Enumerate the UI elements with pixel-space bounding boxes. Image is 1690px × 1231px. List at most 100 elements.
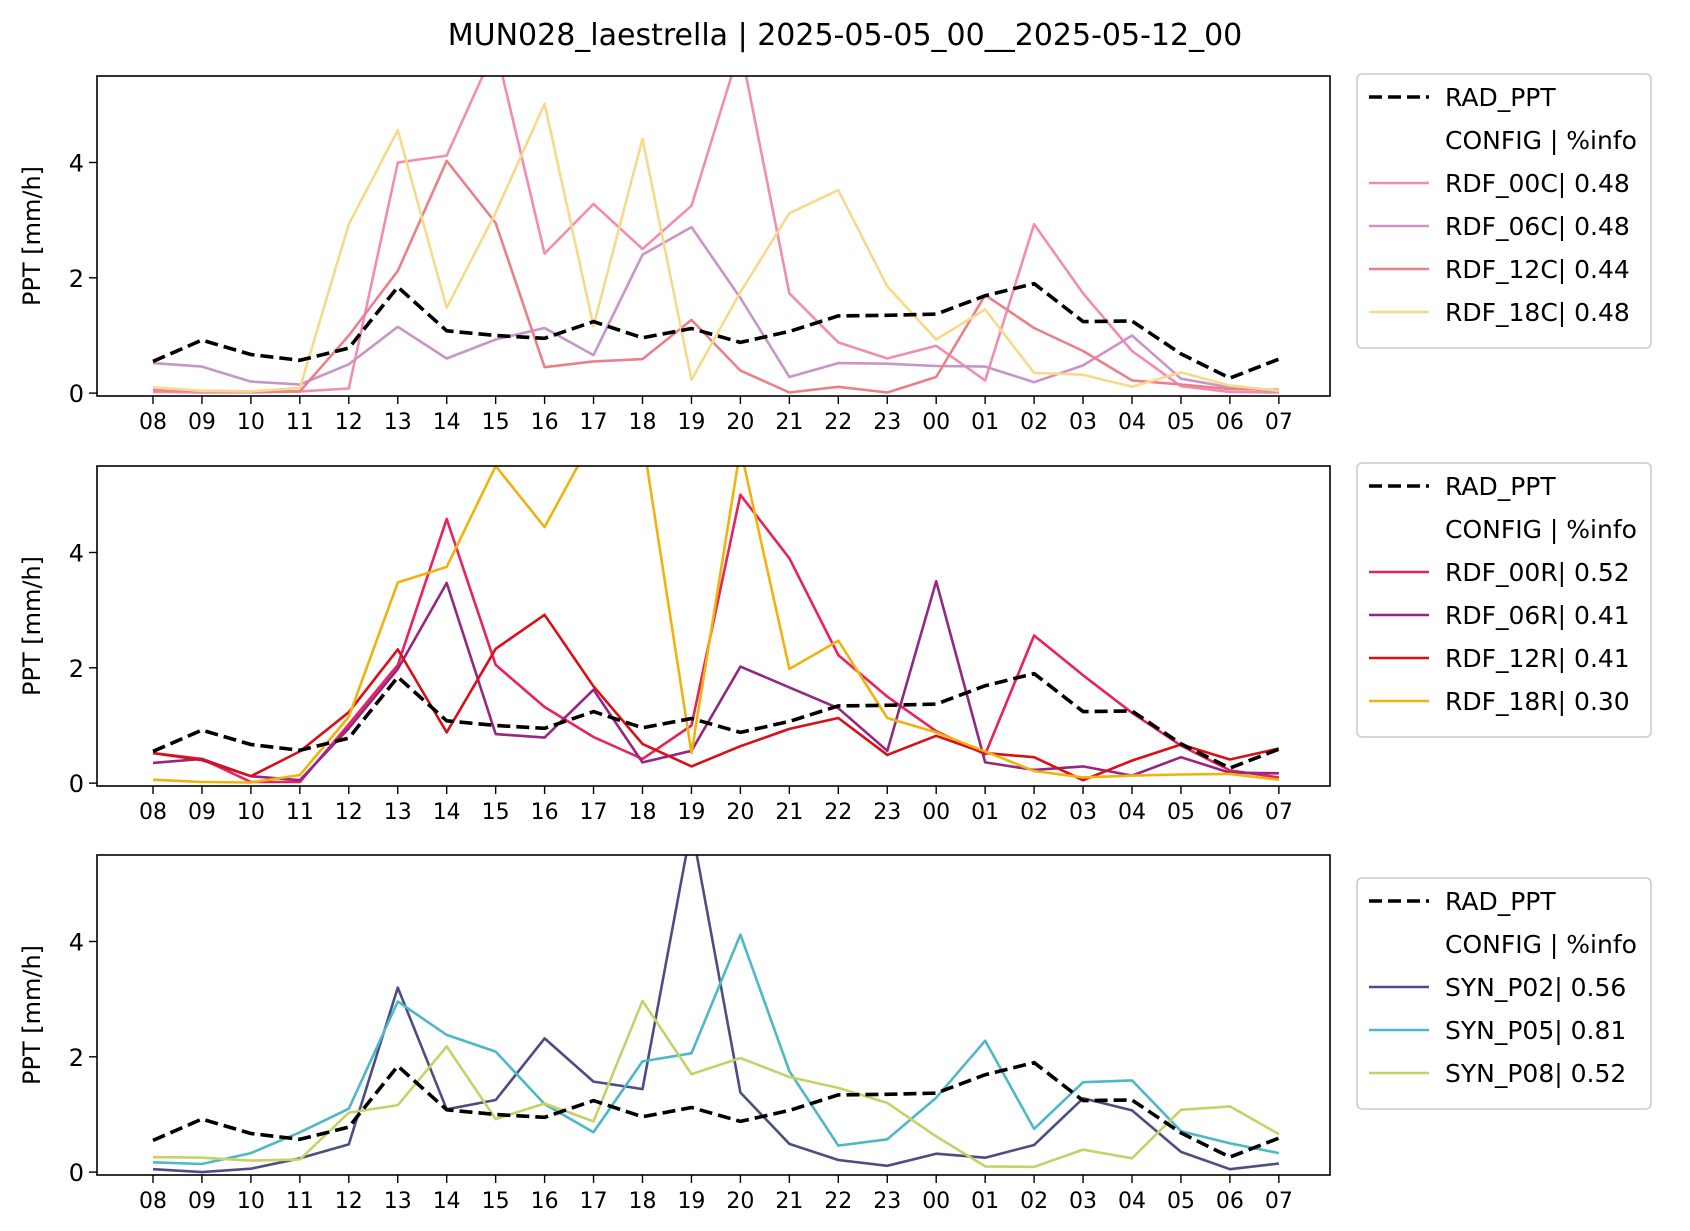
x-tick-label: 20	[726, 800, 754, 825]
subplot-2: 08 09 10 11 12 13 14 15 16 17 18 19 20 21 22 23 00 01 02 03…	[18, 462, 1652, 825]
x-tick-label: 14	[433, 410, 461, 435]
series-line-rdf-12c	[152, 159, 1279, 394]
y-tick-label: 2	[69, 655, 84, 683]
x-tick-label: 17	[580, 800, 608, 825]
x-tick-label: 12	[335, 1189, 363, 1214]
x-tick-label: 23	[873, 800, 901, 825]
x-tick-label: 21	[775, 800, 803, 825]
x-tick-label: 17	[580, 410, 608, 435]
x-tick-label: 17	[580, 1189, 608, 1214]
x-tick-label: 07	[1265, 1189, 1293, 1214]
x-tick-label: 22	[824, 1189, 852, 1214]
x-tick-label: 21	[775, 1189, 803, 1214]
legend: RAD_PPT CONFIG | %info RDF_00C| 0.48 RDF_06…	[1356, 73, 1652, 349]
legend-label: SYN_P05| 0.81	[1445, 1016, 1626, 1045]
y-axis: 0 2 4	[69, 928, 97, 1187]
legend-label: RDF_06R| 0.41	[1445, 601, 1630, 630]
y-tick-label: 2	[69, 1044, 84, 1072]
legend-label: RDF_00R| 0.52	[1445, 558, 1630, 587]
x-tick-label: 19	[677, 410, 705, 435]
series-line-rdf-18c	[152, 102, 1280, 393]
series-lines	[152, 76, 1280, 394]
x-tick-label: 13	[384, 1189, 412, 1214]
series-line-syn-p02	[152, 855, 1280, 1174]
x-tick-label: 08	[139, 1189, 167, 1214]
series-line-rdf-18r	[152, 466, 1280, 784]
x-tick-label: 14	[433, 800, 461, 825]
legend: RAD_PPT CONFIG | %info RDF_00R| 0.52 RDF_06…	[1356, 462, 1652, 738]
legend-label: RDF_18R| 0.30	[1445, 687, 1630, 716]
x-tick-label: 12	[335, 410, 363, 435]
y-axis-label: PPT [mm/h]	[18, 556, 46, 696]
legend: RAD_PPT CONFIG | %info SYN_P02| 0.56 SYN_P0…	[1356, 877, 1652, 1110]
legend-label: RAD_PPT	[1445, 887, 1556, 916]
x-axis: 08 09 10 11 12 13 14 15 16 17 18 19 20 21 22 23 00 01 02 03…	[139, 1175, 1293, 1214]
series-line-syn-p05	[152, 933, 1280, 1166]
x-tick-label: 09	[188, 410, 216, 435]
y-tick-label: 4	[69, 539, 84, 567]
x-tick-label: 01	[971, 410, 999, 435]
x-tick-label: 18	[629, 410, 657, 435]
legend-frame	[1356, 73, 1652, 349]
y-axis-label: PPT [mm/h]	[18, 166, 46, 306]
x-tick-label: 10	[237, 410, 265, 435]
y-tick-label: 0	[69, 770, 84, 798]
x-tick-label: 06	[1216, 410, 1244, 435]
x-tick-label: 08	[139, 410, 167, 435]
x-tick-label: 02	[1020, 1189, 1048, 1214]
subplots: 08 09 10 11 12 13 14 15 16 17 18 19 20 21 22 23 00 01 02 03…	[18, 73, 1652, 1214]
x-tick-label: 03	[1069, 800, 1097, 825]
x-tick-label: 23	[873, 1189, 901, 1214]
x-tick-label: 05	[1167, 800, 1195, 825]
series-line-rdf-00c	[152, 76, 1279, 394]
y-axis-label: PPT [mm/h]	[18, 945, 46, 1085]
legend-label: SYN_P08| 0.52	[1445, 1059, 1626, 1088]
figure-title: MUN028_laestrella | 2025-05-05_00__2025-…	[448, 18, 1243, 53]
x-tick-label: 15	[482, 1189, 510, 1214]
legend-label: RDF_00C| 0.48	[1445, 169, 1630, 198]
x-tick-label: 11	[286, 410, 314, 435]
x-tick-label: 19	[677, 800, 705, 825]
x-tick-label: 08	[139, 800, 167, 825]
series-line-rad-ppt	[152, 671, 1280, 770]
series-line-rdf-00r	[152, 493, 1280, 784]
series-line-syn-p08	[152, 999, 1280, 1169]
x-tick-label: 03	[1069, 1189, 1097, 1214]
series-lines	[152, 466, 1280, 784]
x-tick-label: 13	[384, 410, 412, 435]
x-tick-label: 07	[1265, 410, 1293, 435]
x-tick-label: 15	[482, 410, 510, 435]
x-tick-label: 18	[629, 800, 657, 825]
axes-frame	[96, 75, 1331, 397]
x-tick-label: 01	[971, 1189, 999, 1214]
x-tick-label: 14	[433, 1189, 461, 1214]
x-tick-label: 22	[824, 800, 852, 825]
series-lines	[152, 855, 1280, 1174]
legend-label: RDF_18C| 0.48	[1445, 298, 1630, 327]
x-tick-label: 00	[922, 800, 950, 825]
x-tick-label: 09	[188, 800, 216, 825]
x-tick-label: 02	[1020, 800, 1048, 825]
x-tick-label: 06	[1216, 1189, 1244, 1214]
x-tick-label: 11	[286, 800, 314, 825]
x-tick-label: 19	[677, 1189, 705, 1214]
x-tick-label: 07	[1265, 800, 1293, 825]
y-axis: 0 2 4	[69, 149, 97, 408]
x-tick-label: 09	[188, 1189, 216, 1214]
x-tick-label: 10	[237, 1189, 265, 1214]
axes-frame	[96, 854, 1331, 1176]
x-tick-label: 13	[384, 800, 412, 825]
x-tick-label: 00	[922, 410, 950, 435]
legend-label: RDF_06C| 0.48	[1445, 212, 1630, 241]
legend-label: RAD_PPT	[1445, 83, 1556, 112]
series-line-rad-ppt	[152, 281, 1280, 380]
x-tick-label: 23	[873, 410, 901, 435]
y-tick-label: 4	[69, 149, 84, 177]
x-tick-label: 06	[1216, 800, 1244, 825]
x-tick-label: 16	[531, 410, 559, 435]
x-tick-label: 02	[1020, 410, 1048, 435]
legend-header: CONFIG | %info	[1445, 126, 1637, 155]
x-tick-label: 03	[1069, 410, 1097, 435]
x-axis: 08 09 10 11 12 13 14 15 16 17 18 19 20 21 22 23 00 01 02 03…	[139, 786, 1293, 825]
